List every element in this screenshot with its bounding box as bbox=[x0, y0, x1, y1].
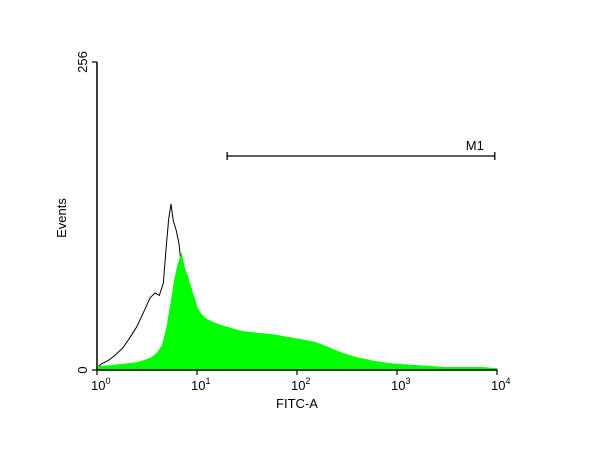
x-tick-label: 100 bbox=[91, 376, 110, 393]
y-tick-label: 256 bbox=[75, 51, 90, 73]
series-layer bbox=[96, 203, 498, 371]
x-tick-label: 103 bbox=[391, 376, 410, 393]
y-axis-title: Events bbox=[54, 198, 69, 238]
x-tick-label: 101 bbox=[191, 376, 210, 393]
x-axis-title: FITC-A bbox=[276, 396, 318, 411]
x-axis-ticks: 100 101 102 103 104 bbox=[91, 370, 510, 393]
gate-marker-m1: M1 bbox=[226, 138, 496, 160]
x-tick-label: 104 bbox=[491, 376, 510, 393]
y-axis-ticks: 0 256 bbox=[75, 51, 97, 374]
series-green-histogram bbox=[96, 252, 498, 371]
x-tick-label: 102 bbox=[291, 376, 310, 393]
gate-label: M1 bbox=[466, 138, 484, 153]
y-tick-label: 0 bbox=[75, 366, 90, 373]
